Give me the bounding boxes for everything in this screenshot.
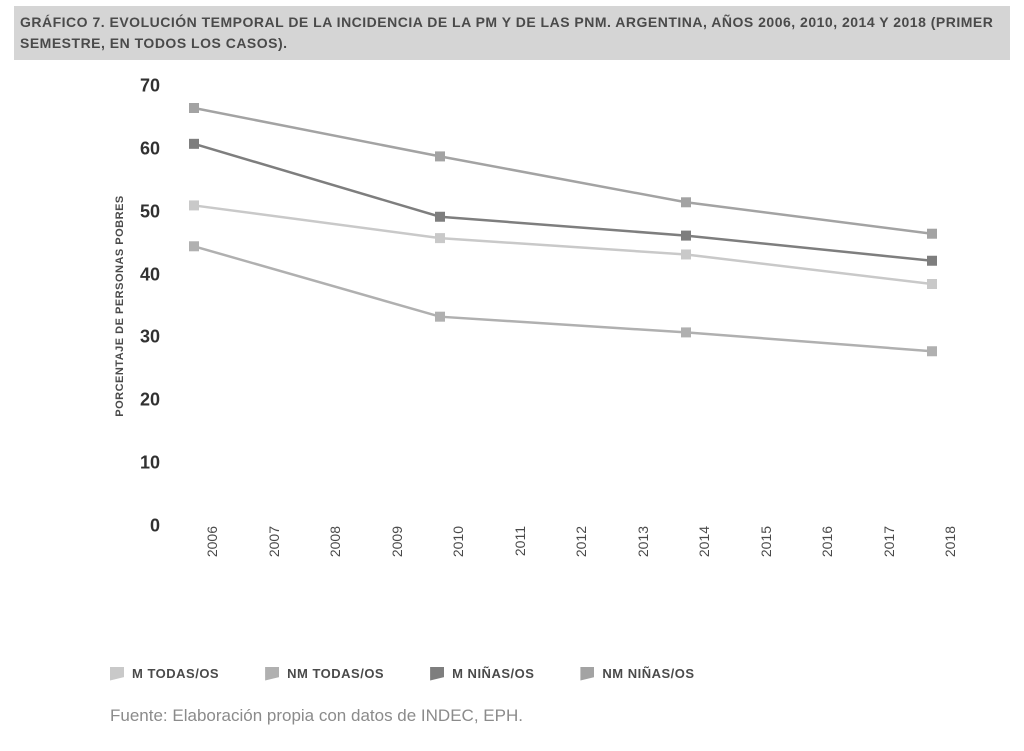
legend: M TODAS/OS NM TODAS/OS M NIÑAS/OS NM NIÑAS/… — [110, 666, 695, 681]
x-tick-label: 2012 — [559, 526, 589, 557]
y-tick-label: 30 — [140, 327, 170, 348]
legend-swatch-icon — [110, 667, 124, 681]
legend-label: NM TODAS/OS — [287, 666, 384, 681]
series-marker-m_ninas — [681, 231, 691, 241]
legend-swatch-icon — [580, 667, 594, 681]
series-marker-nm_todas — [681, 327, 691, 337]
legend-item-nm_ninas: NM NIÑAS/OS — [580, 666, 694, 681]
series-marker-nm_todas — [189, 241, 199, 251]
x-tick-label: 2018 — [928, 526, 958, 557]
x-tick-label: 2010 — [436, 526, 466, 557]
series-marker-nm_ninas — [435, 151, 445, 161]
y-tick-label: 10 — [140, 453, 170, 474]
series-marker-nm_ninas — [189, 103, 199, 113]
y-tick-label: 20 — [140, 390, 170, 411]
chart-title: GRÁFICO 7. EVOLUCIÓN TEMPORAL DE LA INCI… — [14, 6, 1010, 60]
x-tick-label: 2009 — [375, 526, 405, 557]
legend-item-m_ninas: M NIÑAS/OS — [430, 666, 534, 681]
x-tick-label: 2007 — [252, 526, 282, 557]
x-tick-label: 2015 — [744, 526, 774, 557]
legend-item-m_todas: M TODAS/OS — [110, 666, 219, 681]
series-marker-m_ninas — [435, 212, 445, 222]
x-tick-label: 2017 — [867, 526, 897, 557]
legend-item-nm_todas: NM TODAS/OS — [265, 666, 384, 681]
series-marker-nm_ninas — [681, 197, 691, 207]
series-marker-nm_ninas — [927, 229, 937, 239]
series-marker-m_ninas — [927, 256, 937, 266]
x-tick-label: 2013 — [621, 526, 651, 557]
legend-label: M NIÑAS/OS — [452, 666, 534, 681]
x-tick-label: 2008 — [313, 526, 343, 557]
legend-label: NM NIÑAS/OS — [602, 666, 694, 681]
series-marker-m_todas — [435, 233, 445, 243]
y-tick-label: 40 — [140, 264, 170, 285]
plot-area: PORCENTAJE DE PERSONAS POBRES 0102030405… — [170, 86, 940, 526]
legend-swatch-icon — [430, 667, 444, 681]
line-series-svg — [170, 86, 940, 526]
series-marker-m_todas — [189, 200, 199, 210]
x-tick-label: 2006 — [190, 526, 220, 557]
series-marker-m_ninas — [189, 139, 199, 149]
chart-source: Fuente: Elaboración propia con datos de … — [110, 706, 523, 726]
series-line-m_ninas — [194, 144, 932, 261]
series-line-m_todas — [194, 205, 932, 284]
y-tick-label: 0 — [150, 516, 170, 537]
series-line-nm_ninas — [194, 108, 932, 234]
x-tick-label: 2011 — [498, 526, 528, 556]
chart-area: PORCENTAJE DE PERSONAS POBRES 0 10 20 30 40 5… — [100, 76, 970, 636]
y-tick-label: 50 — [140, 201, 170, 222]
series-marker-nm_todas — [435, 312, 445, 322]
y-axis-label: PORCENTAJE DE PERSONAS POBRES — [114, 195, 126, 417]
series-marker-m_todas — [681, 249, 691, 259]
series-marker-m_todas — [927, 279, 937, 289]
legend-label: M TODAS/OS — [132, 666, 219, 681]
series-marker-nm_todas — [927, 346, 937, 356]
x-tick-label: 2014 — [682, 526, 712, 557]
x-tick-label: 2016 — [805, 526, 835, 557]
legend-swatch-icon — [265, 667, 279, 681]
series-line-nm_todas — [194, 246, 932, 351]
y-tick-label: 60 — [140, 138, 170, 159]
y-tick-label: 70 — [140, 76, 170, 97]
